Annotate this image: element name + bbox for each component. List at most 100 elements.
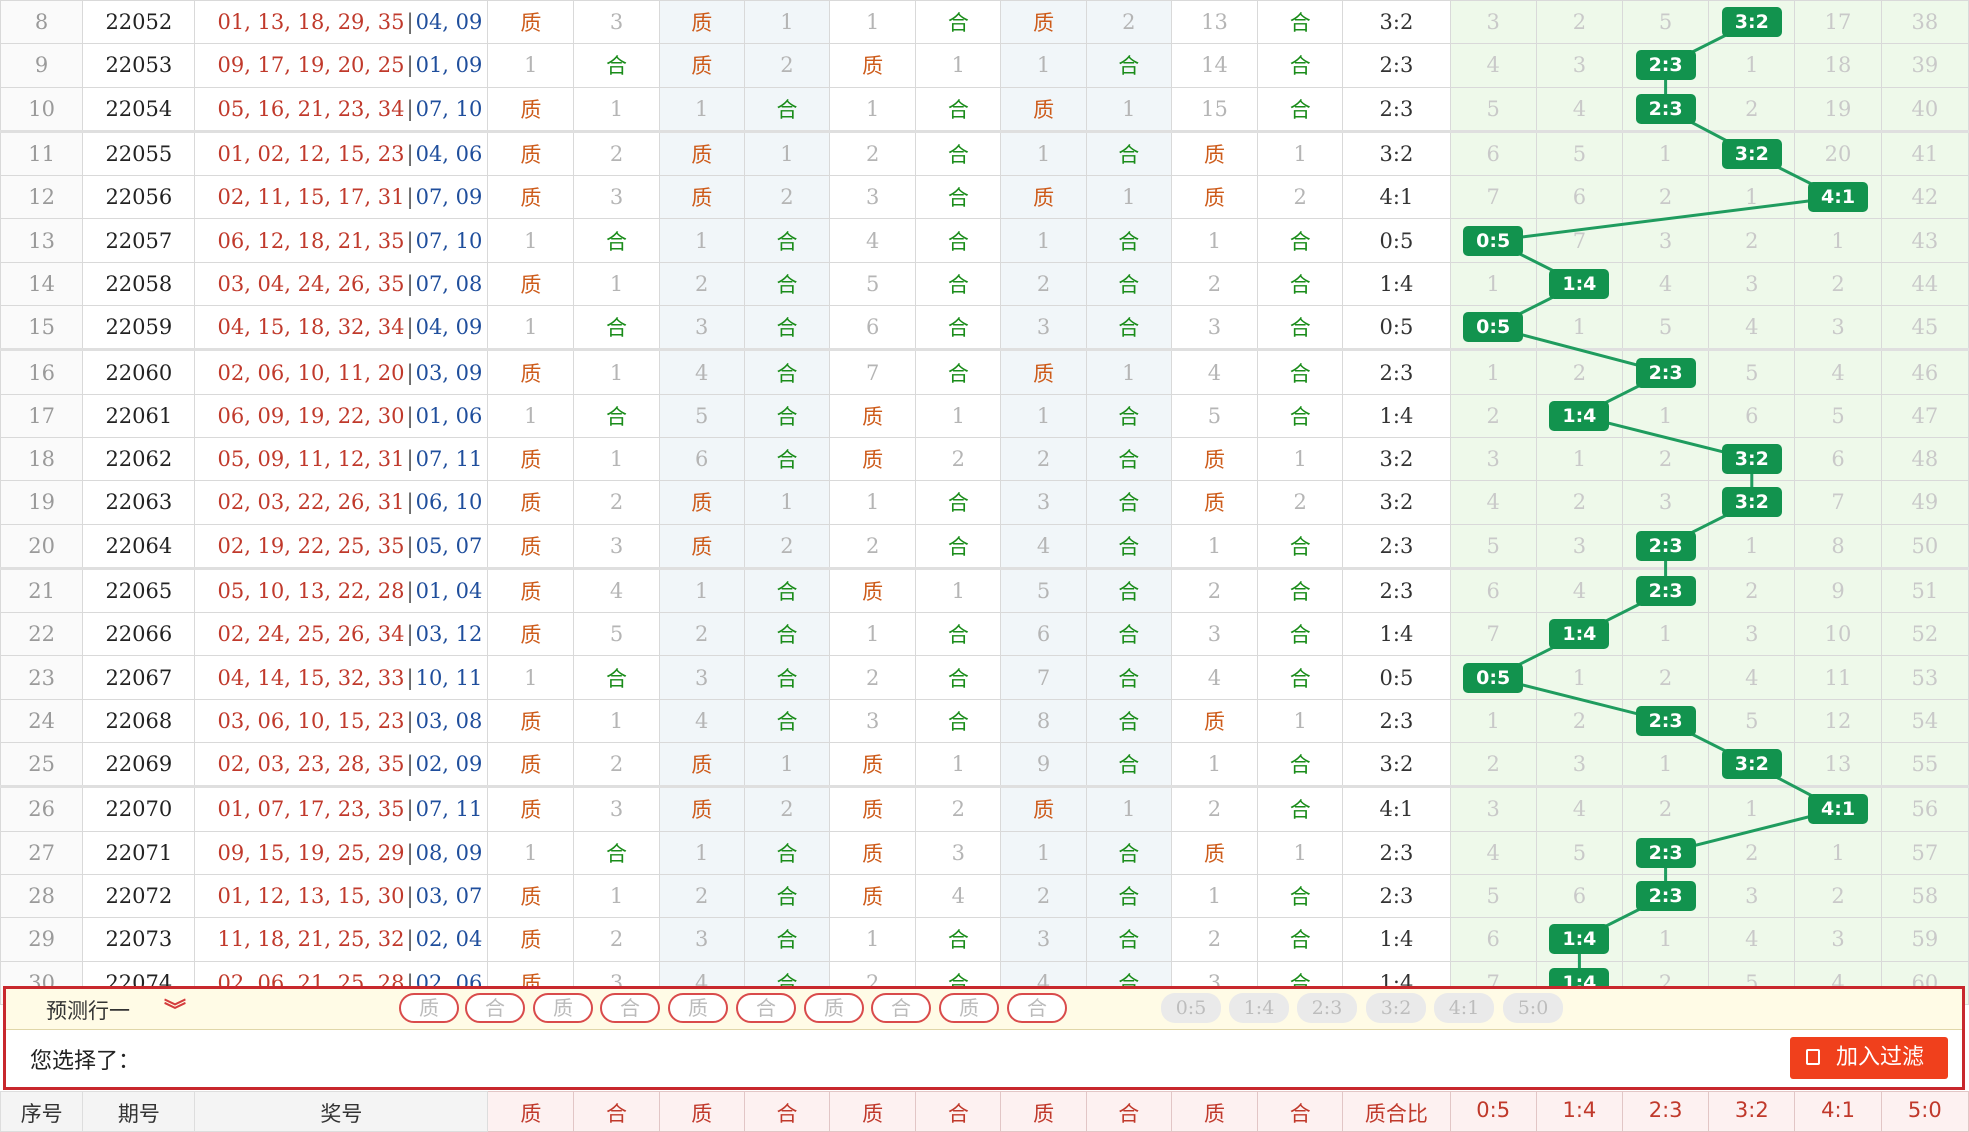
add-filter-button[interactable]: 加入过滤 <box>1790 1037 1948 1079</box>
ratio-cell: 1:4 <box>1342 612 1451 657</box>
issue-number: 22057 <box>82 218 196 263</box>
position-cell: 2 <box>915 785 1002 832</box>
predict-ratio-button[interactable]: 5:0 <box>1503 993 1563 1023</box>
position-cell: 2 <box>1000 261 1087 307</box>
predict-toggle-button[interactable]: 质 <box>399 993 459 1023</box>
row-index: 21 <box>0 566 84 614</box>
back-numbers: 08, 09 <box>415 840 483 865</box>
predict-toggle-button[interactable]: 合 <box>600 993 660 1023</box>
table-row: 18 22062 05, 09, 11, 12, 31|07, 11 质 1 6 合质 2 2 合… <box>0 436 1969 482</box>
predict-toggle-button[interactable]: 质 <box>668 993 728 1023</box>
header-issue: 期号 <box>82 1091 196 1132</box>
position-cell: 2 <box>743 785 831 832</box>
distribution-cell: 2:3 <box>1621 43 1710 88</box>
distribution-cell: 2 <box>1708 86 1796 132</box>
front-numbers: 05, 16, 21, 23, 34 <box>217 96 405 121</box>
position-cell: 1 <box>1257 698 1344 744</box>
position-cell: 4 <box>658 698 745 744</box>
back-numbers: 04, 06 <box>415 142 483 167</box>
position-cell: 1 <box>743 129 831 177</box>
position-cell: 质 <box>1000 348 1087 395</box>
distribution-cell: 53 <box>1880 655 1969 700</box>
back-numbers: 06, 10 <box>415 490 483 515</box>
ratio-cell: 0:5 <box>1342 655 1451 700</box>
ratio-cell: 4:1 <box>1342 175 1451 220</box>
position-cell: 合 <box>743 655 831 700</box>
position-cell: 1 <box>915 393 1002 438</box>
predict-ratio-button[interactable]: 3:2 <box>1366 993 1426 1023</box>
position-cell: 合 <box>915 218 1002 263</box>
position-cell: 5 <box>573 612 660 657</box>
predict-ratio-button[interactable]: 4:1 <box>1434 993 1494 1023</box>
distribution-cell: 5 <box>1535 129 1624 177</box>
distribution-cell: 46 <box>1880 348 1969 395</box>
back-numbers: 03, 08 <box>415 708 483 733</box>
distribution-cell: 2 <box>1708 218 1796 263</box>
predict-toggle-button[interactable]: 合 <box>465 993 525 1023</box>
position-cell: 2 <box>1170 261 1259 307</box>
predict-ratio-button[interactable]: 2:3 <box>1297 993 1357 1023</box>
position-cell: 1 <box>1000 393 1087 438</box>
position-cell: 5 <box>1170 393 1259 438</box>
position-cell: 3 <box>915 830 1002 875</box>
ratio-cell: 1:4 <box>1342 393 1451 438</box>
predict-toggle-button[interactable]: 质 <box>533 993 593 1023</box>
issue-number: 22065 <box>82 566 196 614</box>
number-separator: | <box>406 142 414 167</box>
distribution-cell: 2 <box>1621 175 1710 220</box>
distribution-cell: 1 <box>1449 698 1537 744</box>
position-cell: 1 <box>658 830 745 875</box>
trend-table: 8 22052 01, 13, 18, 29, 35|04, 09 质 3 质 1 1 合质 2 1… <box>0 0 1969 1005</box>
distribution-cell: 20 <box>1794 129 1882 177</box>
double-chevron-down-icon[interactable]: ︾ <box>164 999 187 1024</box>
header-position: 合 <box>1085 1091 1172 1132</box>
number-separator: | <box>406 579 414 603</box>
issue-number: 22062 <box>82 436 196 482</box>
distribution-cell: 0:5 <box>1449 305 1537 351</box>
position-cell: 14 <box>1170 43 1259 88</box>
predict-ratio-button[interactable]: 1:4 <box>1229 993 1289 1023</box>
back-numbers: 07, 08 <box>415 271 483 296</box>
predict-toggle-button[interactable]: 质 <box>804 993 864 1023</box>
position-cell: 合 <box>1085 393 1172 438</box>
distribution-cell: 56 <box>1880 785 1969 832</box>
distribution-cell: 7 <box>1449 612 1537 657</box>
position-cell: 4 <box>1000 523 1087 569</box>
predict-toggle-button[interactable]: 合 <box>871 993 931 1023</box>
issue-number: 22053 <box>82 43 196 88</box>
ratio-cell: 4:1 <box>1342 785 1451 832</box>
distribution-cell: 1:4 <box>1535 261 1624 307</box>
position-cell: 6 <box>829 305 917 351</box>
header-position: 质 <box>658 1091 745 1132</box>
position-cell: 1 <box>1170 742 1259 788</box>
predict-ratio-button[interactable]: 0:5 <box>1161 993 1221 1023</box>
number-separator: | <box>406 752 414 777</box>
position-cell: 1 <box>829 917 917 962</box>
header-position: 合 <box>743 1091 831 1132</box>
position-cell: 2 <box>743 175 831 220</box>
predict-toggle-button[interactable]: 合 <box>1007 993 1067 1023</box>
position-cell: 3 <box>829 175 917 220</box>
back-numbers: 07, 10 <box>415 96 483 121</box>
distribution-cell: 3 <box>1535 742 1624 788</box>
position-cell: 质 <box>487 612 575 657</box>
distribution-cell: 4 <box>1535 566 1624 614</box>
predict-toggle-button[interactable]: 合 <box>736 993 796 1023</box>
position-cell: 合 <box>915 0 1002 45</box>
front-numbers: 02, 03, 22, 26, 31 <box>217 490 405 515</box>
position-cell: 合 <box>1085 566 1172 614</box>
distribution-cell: 3 <box>1535 523 1624 569</box>
position-cell: 1 <box>743 0 831 45</box>
position-cell: 质 <box>829 393 917 438</box>
issue-number: 22070 <box>82 785 196 832</box>
position-cell: 合 <box>1085 830 1172 875</box>
position-cell: 1 <box>1000 218 1087 263</box>
number-separator: | <box>406 403 414 428</box>
position-cell: 质 <box>487 0 575 45</box>
position-cell: 合 <box>743 873 831 919</box>
distribution-hit: 2:3 <box>1635 93 1696 124</box>
position-cell: 质 <box>1170 129 1259 177</box>
distribution-cell: 4 <box>1449 43 1537 88</box>
predict-toggle-button[interactable]: 质 <box>939 993 999 1023</box>
position-cell: 2 <box>658 612 745 657</box>
